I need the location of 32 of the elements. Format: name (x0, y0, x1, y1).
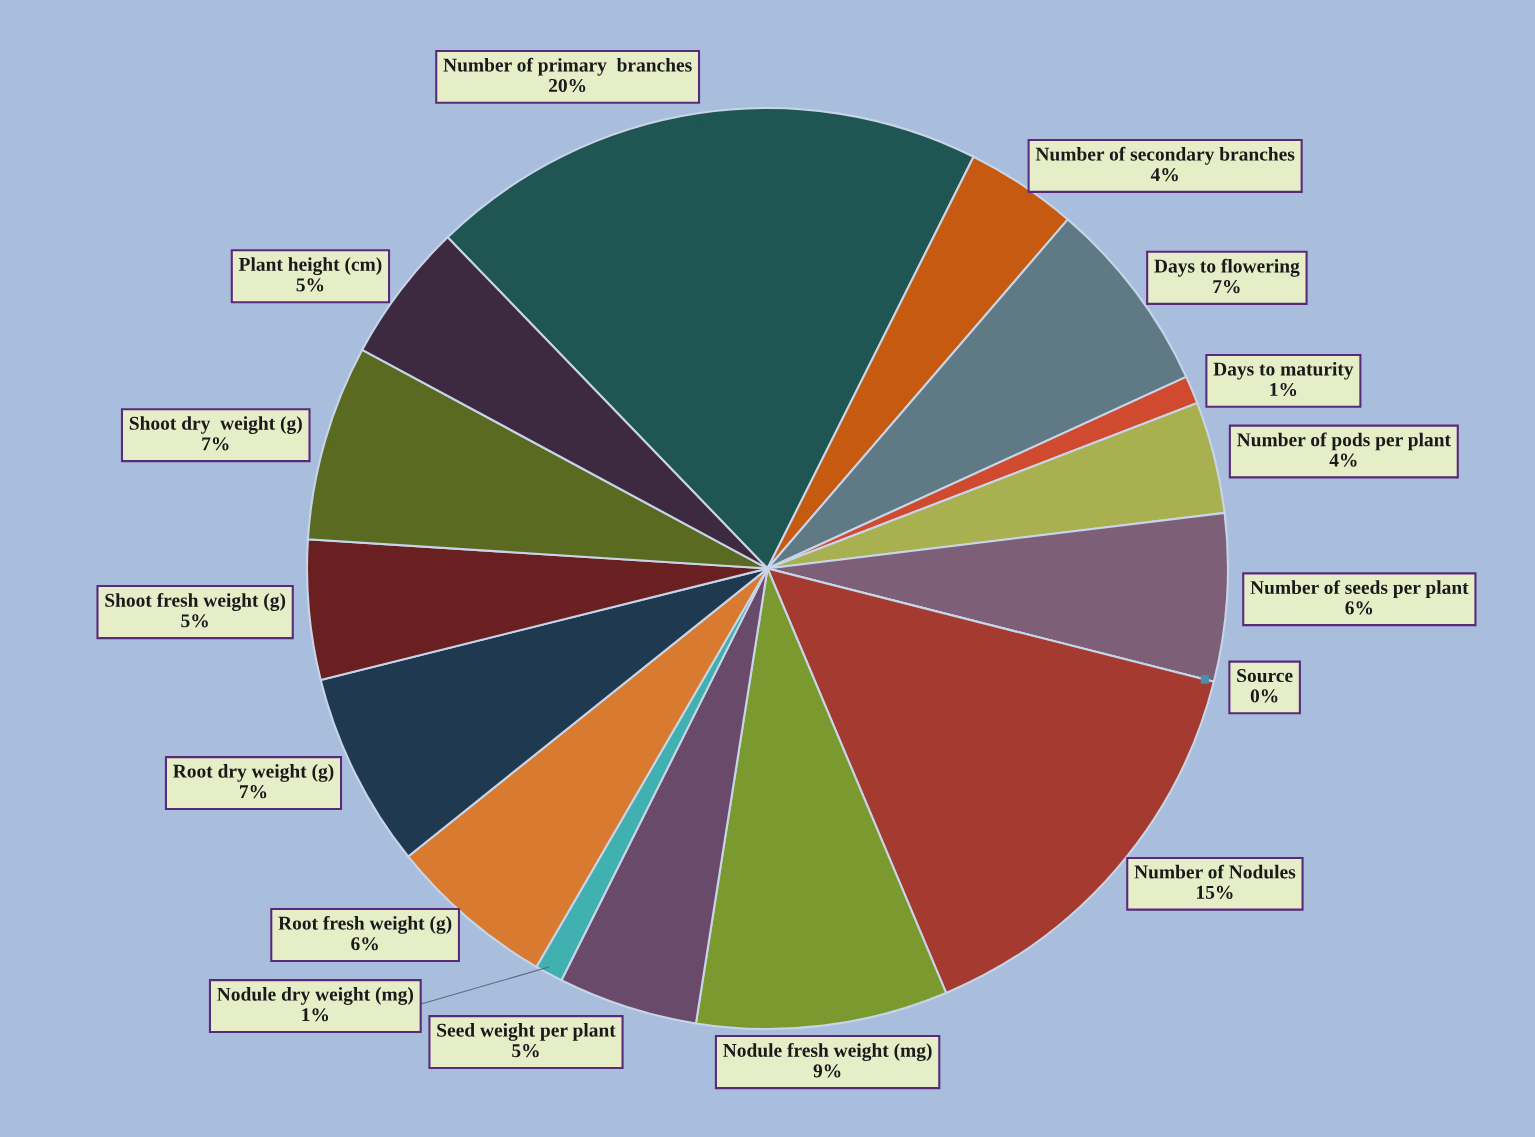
data-label: 1% (302, 1008, 329, 1022)
slice-label: Days to maturity (1213, 361, 1354, 380)
data-label: 4% (1329, 453, 1357, 467)
data-label: 5% (296, 278, 324, 292)
data-label: 1% (1270, 382, 1297, 397)
slice-label: Number of primary branches (443, 57, 692, 76)
slice-label: Nodule fresh weight (mg) (723, 1043, 932, 1062)
slice-label: Root dry weight (g) (173, 764, 334, 782)
data-label: 6% (1345, 601, 1373, 615)
data-label: 6% (351, 937, 378, 951)
slice-label: Nodule dry weight (mg) (217, 987, 414, 1005)
slice-label: Seed weight per plant (437, 1023, 616, 1041)
slice-label: Number of Nodules (1134, 864, 1296, 879)
data-label: 7% (1213, 279, 1240, 294)
data-label: 15% (1197, 885, 1233, 899)
data-label: 4% (1150, 168, 1178, 182)
slice-label: Days to flowering (1154, 258, 1300, 277)
slice-label: Plant height (cm) (238, 257, 382, 276)
data-label: 20% (549, 78, 586, 93)
slice-label: Root fresh weight (g) (278, 915, 452, 934)
data-label: 9% (813, 1064, 841, 1078)
data-label: 7% (202, 437, 229, 451)
slice-label: Shoot fresh weight (g) (105, 592, 286, 611)
slice-label: Number of pods per plant (1237, 432, 1451, 451)
data-label: 5% (512, 1044, 539, 1058)
slice-label: Number of secondary branches (1035, 146, 1295, 165)
legend-label: Source (1237, 669, 1293, 683)
data-label: 5% (181, 614, 208, 628)
data-label: 7% (240, 785, 267, 799)
slice-label: Number of seeds per plant (1250, 580, 1469, 599)
text: 0% (1250, 689, 1278, 703)
slice-label: Shoot dry weight (g) (129, 416, 302, 434)
